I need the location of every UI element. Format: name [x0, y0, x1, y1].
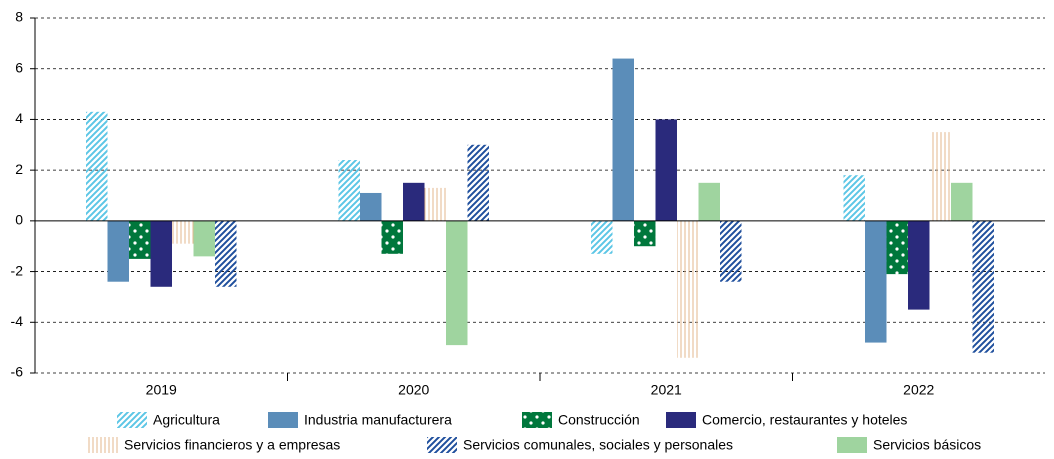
- bar: [338, 160, 360, 221]
- x-tick-label: 2020: [398, 382, 429, 398]
- legend-label: Servicios básicos: [873, 437, 981, 453]
- y-tick-label: -4: [11, 313, 24, 329]
- legend-label: Construcción: [558, 412, 640, 428]
- legend-swatch: [837, 437, 867, 453]
- bar: [446, 220, 468, 346]
- legend-label: Servicios financieros y a empresas: [124, 437, 340, 453]
- bar: [193, 220, 215, 257]
- bar: [634, 220, 656, 247]
- bar: [150, 220, 172, 287]
- bar: [424, 187, 446, 221]
- y-tick-label: 8: [15, 9, 23, 25]
- y-tick-label: 6: [15, 59, 23, 75]
- bar: [86, 111, 108, 221]
- legend-swatch: [268, 412, 298, 428]
- bar: [720, 220, 742, 282]
- bar: [107, 220, 129, 282]
- legend-swatch: [522, 412, 552, 428]
- bar: [677, 220, 699, 358]
- y-tick-label: -2: [11, 262, 24, 278]
- bar: [612, 58, 634, 221]
- y-tick-label: 0: [15, 212, 23, 228]
- bar: [886, 220, 908, 275]
- bar: [655, 119, 677, 221]
- x-tick-label: 2021: [651, 382, 682, 398]
- bar: [843, 175, 865, 221]
- bar: [467, 144, 489, 221]
- bar: [172, 220, 194, 244]
- y-tick-label: -6: [11, 364, 24, 380]
- bar: [360, 192, 382, 221]
- legend-swatch: [117, 412, 147, 428]
- legend-label: Servicios comunales, sociales y personal…: [463, 437, 733, 453]
- bar: [698, 182, 720, 221]
- bar: [215, 220, 237, 287]
- bar: [591, 220, 613, 254]
- x-tick-label: 2022: [903, 382, 934, 398]
- bar: [908, 220, 930, 310]
- bar: [865, 220, 887, 343]
- x-tick-label: 2019: [146, 382, 177, 398]
- legend-swatch: [427, 437, 457, 453]
- bar: [381, 220, 403, 254]
- bar: [951, 182, 973, 221]
- y-tick-label: 2: [15, 161, 23, 177]
- legend-label: Industria manufacturera: [304, 412, 452, 428]
- legend-swatch: [88, 437, 118, 453]
- legend-swatch: [666, 412, 696, 428]
- y-tick-label: 4: [15, 110, 23, 126]
- bar: [403, 182, 425, 221]
- bar: [929, 132, 951, 221]
- bar: [129, 220, 151, 259]
- legend-label: Comercio, restaurantes y hoteles: [702, 412, 907, 428]
- legend-label: Agricultura: [153, 412, 220, 428]
- bar: [972, 220, 994, 353]
